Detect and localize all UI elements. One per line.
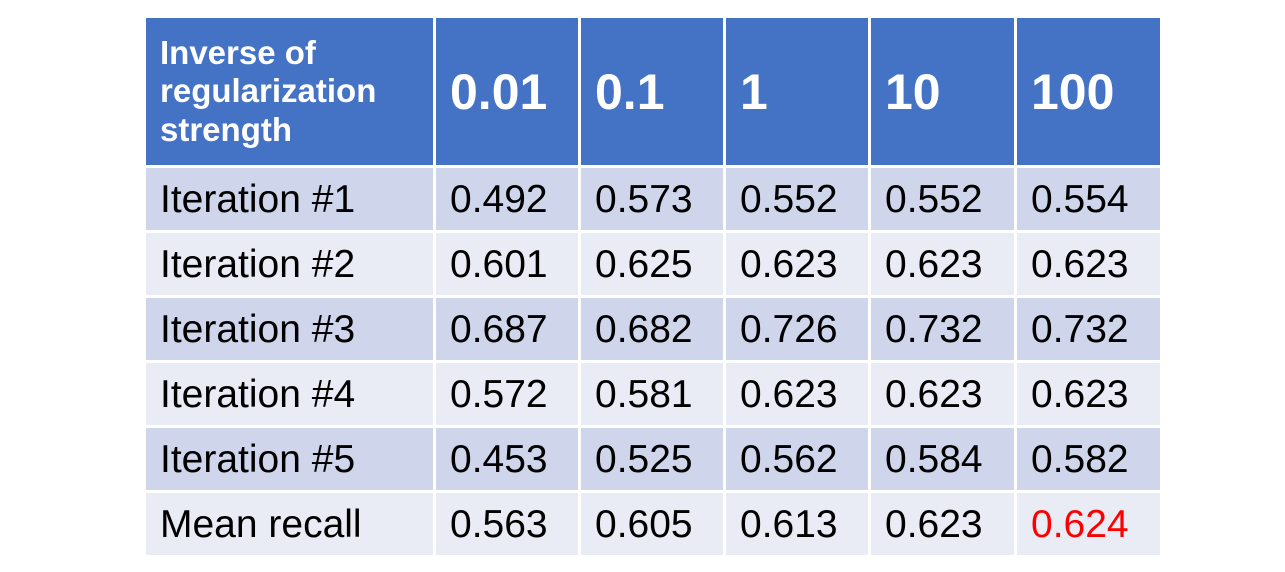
header-cell-c-1: 1 — [723, 15, 871, 168]
value-cell: 0.453 — [433, 425, 581, 493]
value-cell: 0.687 — [433, 295, 581, 363]
value-cell: 0.682 — [578, 295, 726, 363]
value-cell: 0.623 — [1014, 360, 1163, 428]
value-cell: 0.624 — [1014, 490, 1163, 558]
header-cell-c-10: 10 — [868, 15, 1017, 168]
row-label-cell: Iteration #3 — [143, 295, 436, 363]
value-cell: 0.623 — [723, 360, 871, 428]
value-cell: 0.623 — [723, 230, 871, 298]
header-cell-c-0.01: 0.01 — [433, 15, 581, 168]
row-label-cell: Iteration #5 — [143, 425, 436, 493]
row-label-cell: Iteration #4 — [143, 360, 436, 428]
value-cell: 0.563 — [433, 490, 581, 558]
row-label-cell: Iteration #1 — [143, 165, 436, 233]
table-row: Iteration #1 0.492 0.573 0.552 0.552 0.554 — [143, 165, 1163, 233]
value-cell: 0.605 — [578, 490, 726, 558]
value-cell: 0.726 — [723, 295, 871, 363]
value-cell: 0.581 — [578, 360, 726, 428]
header-row: Inverse of regularization strength 0.01 … — [143, 15, 1163, 168]
value-cell: 0.613 — [723, 490, 871, 558]
value-cell: 0.623 — [1014, 230, 1163, 298]
value-cell: 0.732 — [1014, 295, 1163, 363]
table-row: Iteration #4 0.572 0.581 0.623 0.623 0.623 — [143, 360, 1163, 428]
value-cell: 0.625 — [578, 230, 726, 298]
value-cell: 0.623 — [868, 230, 1017, 298]
value-cell: 0.623 — [868, 490, 1017, 558]
value-cell: 0.572 — [433, 360, 581, 428]
value-cell: 0.573 — [578, 165, 726, 233]
table-row: Mean recall 0.563 0.605 0.613 0.623 0.624 — [143, 490, 1163, 558]
value-cell: 0.554 — [1014, 165, 1163, 233]
value-cell: 0.562 — [723, 425, 871, 493]
value-cell: 0.552 — [723, 165, 871, 233]
row-label-cell: Mean recall — [143, 490, 436, 558]
table-body: Inverse of regularization strength 0.01 … — [143, 15, 1163, 558]
header-cell-c-0.1: 0.1 — [578, 15, 726, 168]
recall-table: Inverse of regularization strength 0.01 … — [143, 15, 1163, 558]
table-row: Iteration #3 0.687 0.682 0.726 0.732 0.732 — [143, 295, 1163, 363]
value-cell: 0.732 — [868, 295, 1017, 363]
header-label-cell: Inverse of regularization strength — [143, 15, 436, 168]
value-cell: 0.601 — [433, 230, 581, 298]
table-row: Iteration #5 0.453 0.525 0.562 0.584 0.582 — [143, 425, 1163, 493]
header-cell-c-100: 100 — [1014, 15, 1163, 168]
value-cell: 0.623 — [868, 360, 1017, 428]
value-cell: 0.552 — [868, 165, 1017, 233]
value-cell: 0.525 — [578, 425, 726, 493]
table-row: Iteration #2 0.601 0.625 0.623 0.623 0.623 — [143, 230, 1163, 298]
value-cell: 0.492 — [433, 165, 581, 233]
value-cell: 0.584 — [868, 425, 1017, 493]
row-label-cell: Iteration #2 — [143, 230, 436, 298]
value-cell: 0.582 — [1014, 425, 1163, 493]
